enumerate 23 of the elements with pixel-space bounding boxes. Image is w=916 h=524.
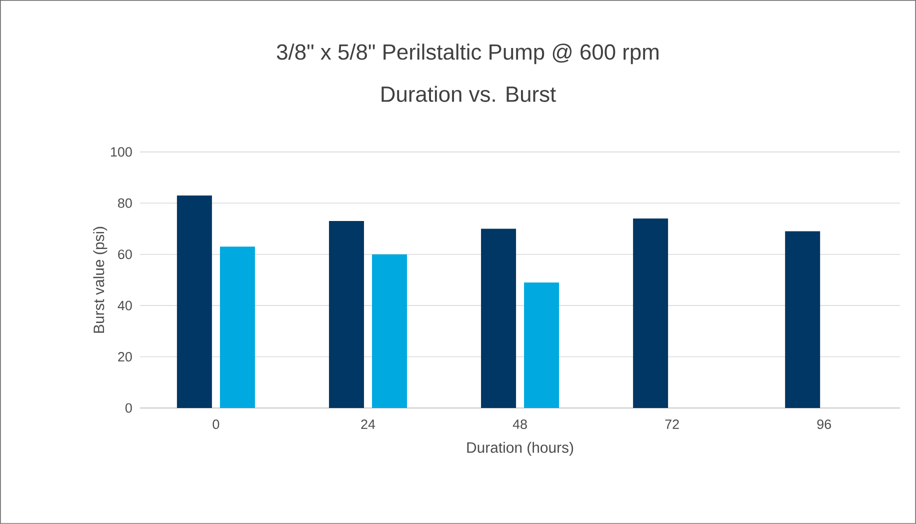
y-tick-label: 100	[111, 147, 132, 157]
bar	[220, 246, 255, 408]
x-tick-label: 72	[665, 420, 679, 429]
y-tick-label: 80	[118, 198, 132, 208]
bar	[481, 228, 516, 408]
x-tick-label: 0	[212, 420, 220, 430]
x-tick-label: 96	[817, 420, 831, 430]
y-tick-label: 60	[118, 250, 132, 260]
y-axis-title: Burst value (psi)	[93, 226, 108, 333]
x-axis-title: Duration (hours)	[467, 442, 574, 456]
x-tick-label: 24	[361, 420, 376, 429]
bar	[328, 221, 364, 408]
bar	[524, 282, 560, 408]
chart-subtitle: Duration vs. Burst	[382, 86, 556, 102]
bar	[176, 195, 212, 408]
y-tick-label: 0	[125, 403, 132, 413]
bar	[372, 254, 407, 408]
bar	[633, 218, 668, 408]
x-tick-label: 48	[512, 420, 527, 430]
y-tick-label: 20	[118, 352, 132, 362]
y-tick-label: 40	[118, 300, 132, 310]
chart-title: 3/8" x 5/8" Perilstaltic Pump @ 600 rpm	[276, 44, 658, 64]
bar	[785, 231, 820, 408]
